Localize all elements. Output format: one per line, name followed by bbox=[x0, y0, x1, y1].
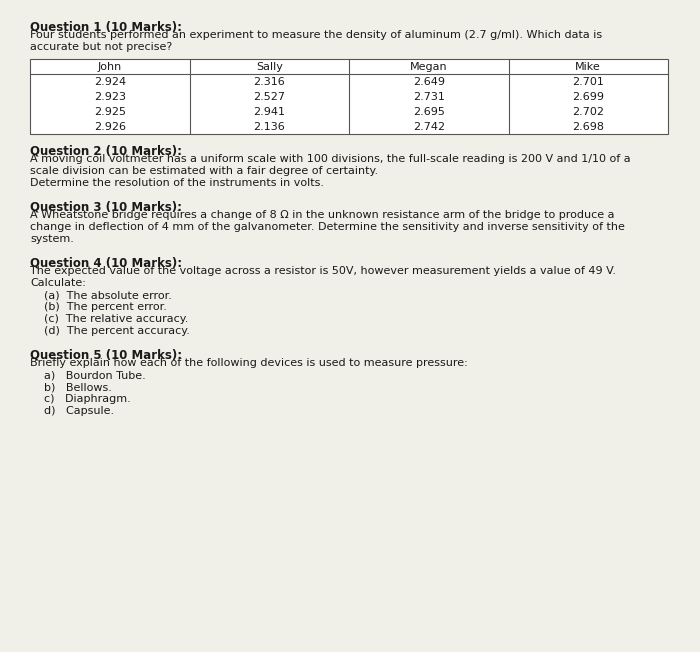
Text: 2.698: 2.698 bbox=[573, 122, 604, 132]
Text: 2.742: 2.742 bbox=[413, 122, 444, 132]
Text: accurate but not precise?: accurate but not precise? bbox=[30, 42, 172, 52]
Text: 2.701: 2.701 bbox=[573, 77, 604, 87]
Text: (c)  The relative accuracy.: (c) The relative accuracy. bbox=[30, 314, 188, 324]
Text: 2.923: 2.923 bbox=[94, 92, 126, 102]
Text: Question 3 (10 Marks):: Question 3 (10 Marks): bbox=[30, 200, 182, 213]
Text: b)   Bellows.: b) Bellows. bbox=[30, 382, 112, 392]
Text: 2.136: 2.136 bbox=[253, 122, 285, 132]
Text: (d)  The percent accuracy.: (d) The percent accuracy. bbox=[30, 326, 190, 336]
Text: Sally: Sally bbox=[256, 62, 283, 72]
Text: Calculate:: Calculate: bbox=[30, 278, 86, 288]
Text: Megan: Megan bbox=[410, 62, 447, 72]
Text: Question 2 (10 Marks):: Question 2 (10 Marks): bbox=[30, 144, 182, 157]
Text: 2.316: 2.316 bbox=[253, 77, 285, 87]
Text: Question 1 (10 Marks):: Question 1 (10 Marks): bbox=[30, 20, 182, 33]
Text: 2.941: 2.941 bbox=[253, 107, 286, 117]
Text: scale division can be estimated with a fair degree of certainty.: scale division can be estimated with a f… bbox=[30, 166, 378, 176]
Text: 2.695: 2.695 bbox=[413, 107, 444, 117]
Text: 2.925: 2.925 bbox=[94, 107, 126, 117]
Text: 2.702: 2.702 bbox=[573, 107, 604, 117]
Text: Mike: Mike bbox=[575, 62, 601, 72]
Text: The expected value of the voltage across a resistor is 50V, however measurement : The expected value of the voltage across… bbox=[30, 266, 616, 276]
Text: c)   Diaphragm.: c) Diaphragm. bbox=[30, 394, 131, 404]
Text: (a)  The absolute error.: (a) The absolute error. bbox=[30, 290, 172, 300]
Text: 2.527: 2.527 bbox=[253, 92, 286, 102]
Text: Question 5 (10 Marks):: Question 5 (10 Marks): bbox=[30, 348, 182, 361]
Bar bbox=[30, 59, 668, 134]
Text: (b)  The percent error.: (b) The percent error. bbox=[30, 302, 167, 312]
Text: system.: system. bbox=[30, 234, 74, 244]
Text: change in deflection of 4 mm of the galvanometer. Determine the sensitivity and : change in deflection of 4 mm of the galv… bbox=[30, 222, 625, 232]
Text: John: John bbox=[97, 62, 122, 72]
Text: a)   Bourdon Tube.: a) Bourdon Tube. bbox=[30, 370, 146, 380]
Text: Determine the resolution of the instruments in volts.: Determine the resolution of the instrume… bbox=[30, 178, 324, 188]
Text: Briefly explain how each of the following devices is used to measure pressure:: Briefly explain how each of the followin… bbox=[30, 358, 468, 368]
Text: d)   Capsule.: d) Capsule. bbox=[30, 406, 114, 416]
Text: A Wheatstone bridge requires a change of 8 Ω in the unknown resistance arm of th: A Wheatstone bridge requires a change of… bbox=[30, 210, 615, 220]
Text: A moving coil voltmeter has a uniform scale with 100 divisions, the full-scale r: A moving coil voltmeter has a uniform sc… bbox=[30, 154, 631, 164]
Text: 2.924: 2.924 bbox=[94, 77, 126, 87]
Text: Four students performed an experiment to measure the density of aluminum (2.7 g/: Four students performed an experiment to… bbox=[30, 30, 602, 40]
Text: 2.926: 2.926 bbox=[94, 122, 126, 132]
Text: 2.731: 2.731 bbox=[413, 92, 444, 102]
Text: 2.699: 2.699 bbox=[573, 92, 604, 102]
Text: 2.649: 2.649 bbox=[413, 77, 444, 87]
Text: Question 4 (10 Marks):: Question 4 (10 Marks): bbox=[30, 256, 182, 269]
